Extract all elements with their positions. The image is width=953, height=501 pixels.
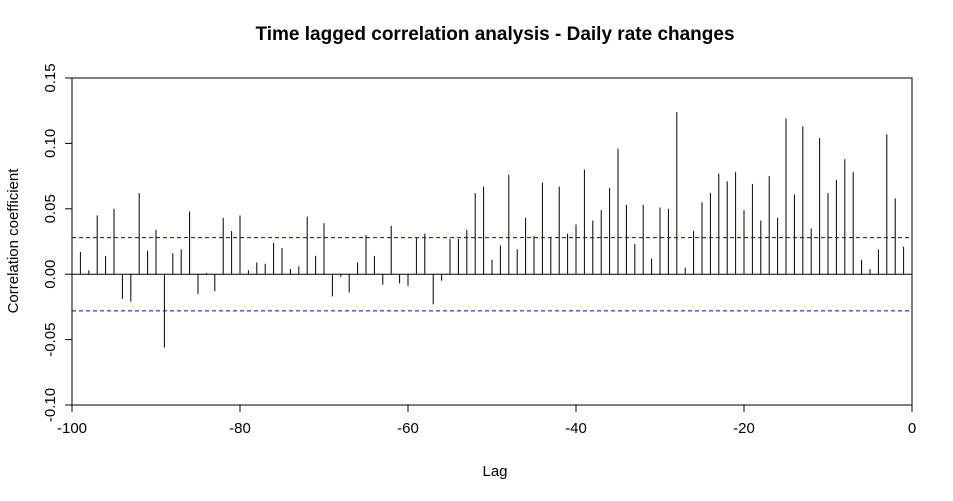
y-axis-label: Correlation coefficient: [5, 168, 22, 314]
y-tick-label: -0.10: [42, 388, 59, 422]
x-axis: -100 -80 -60 -40 -20 0: [57, 405, 916, 437]
y-tick-label: 0.10: [42, 129, 59, 158]
y-tick-label: -0.05: [42, 322, 59, 356]
bars-group: [79, 112, 905, 348]
x-tick-label: -20: [733, 420, 755, 437]
y-axis: -0.10 -0.05 0.00 0.05 0.10 0.15: [42, 63, 72, 422]
x-tick-label: -80: [229, 420, 251, 437]
x-axis-label: Lag: [482, 463, 507, 480]
y-tick-label: 0.05: [42, 194, 59, 223]
x-tick-label: -60: [397, 420, 419, 437]
x-tick-label: -40: [565, 420, 587, 437]
plot-frame: [71, 77, 913, 406]
x-tick-label: 0: [908, 420, 916, 437]
y-tick-label: 0.00: [42, 260, 59, 289]
reference-lines: [72, 237, 912, 312]
y-tick-label: 0.15: [42, 63, 59, 92]
x-tick-label: -100: [57, 420, 87, 437]
chart-title: Time lagged correlation analysis - Daily…: [255, 24, 734, 45]
